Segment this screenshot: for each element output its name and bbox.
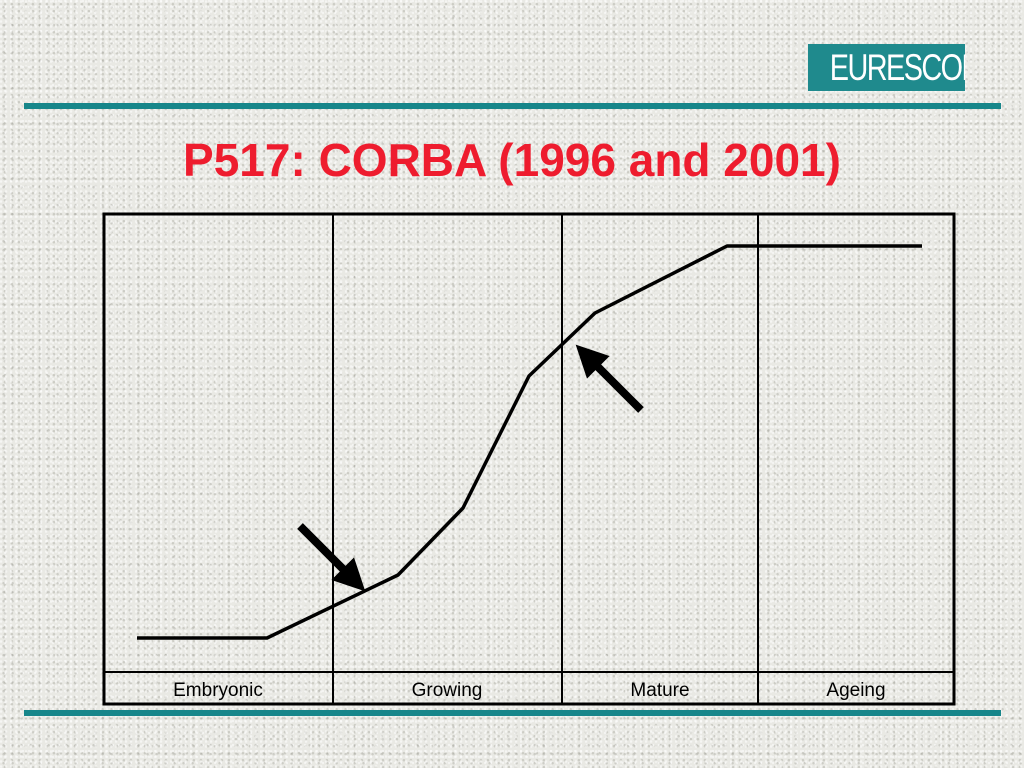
stage-label-mature: Mature [630, 680, 689, 701]
eurescom-logo: EURESCOM [808, 44, 965, 91]
stage-label-embryonic: Embryonic [173, 680, 263, 701]
lifecycle-curve [137, 244, 922, 640]
diagram-frame [102, 212, 956, 706]
1996-arrow [297, 523, 366, 592]
2001-arrow [575, 344, 644, 413]
bottom-divider [24, 710, 1001, 716]
stage-label-ageing: Ageing [826, 680, 885, 701]
stage-label-growing: Growing [412, 680, 483, 701]
top-divider [24, 103, 1001, 109]
slide-title: P517: CORBA (1996 and 2001) [183, 134, 841, 186]
